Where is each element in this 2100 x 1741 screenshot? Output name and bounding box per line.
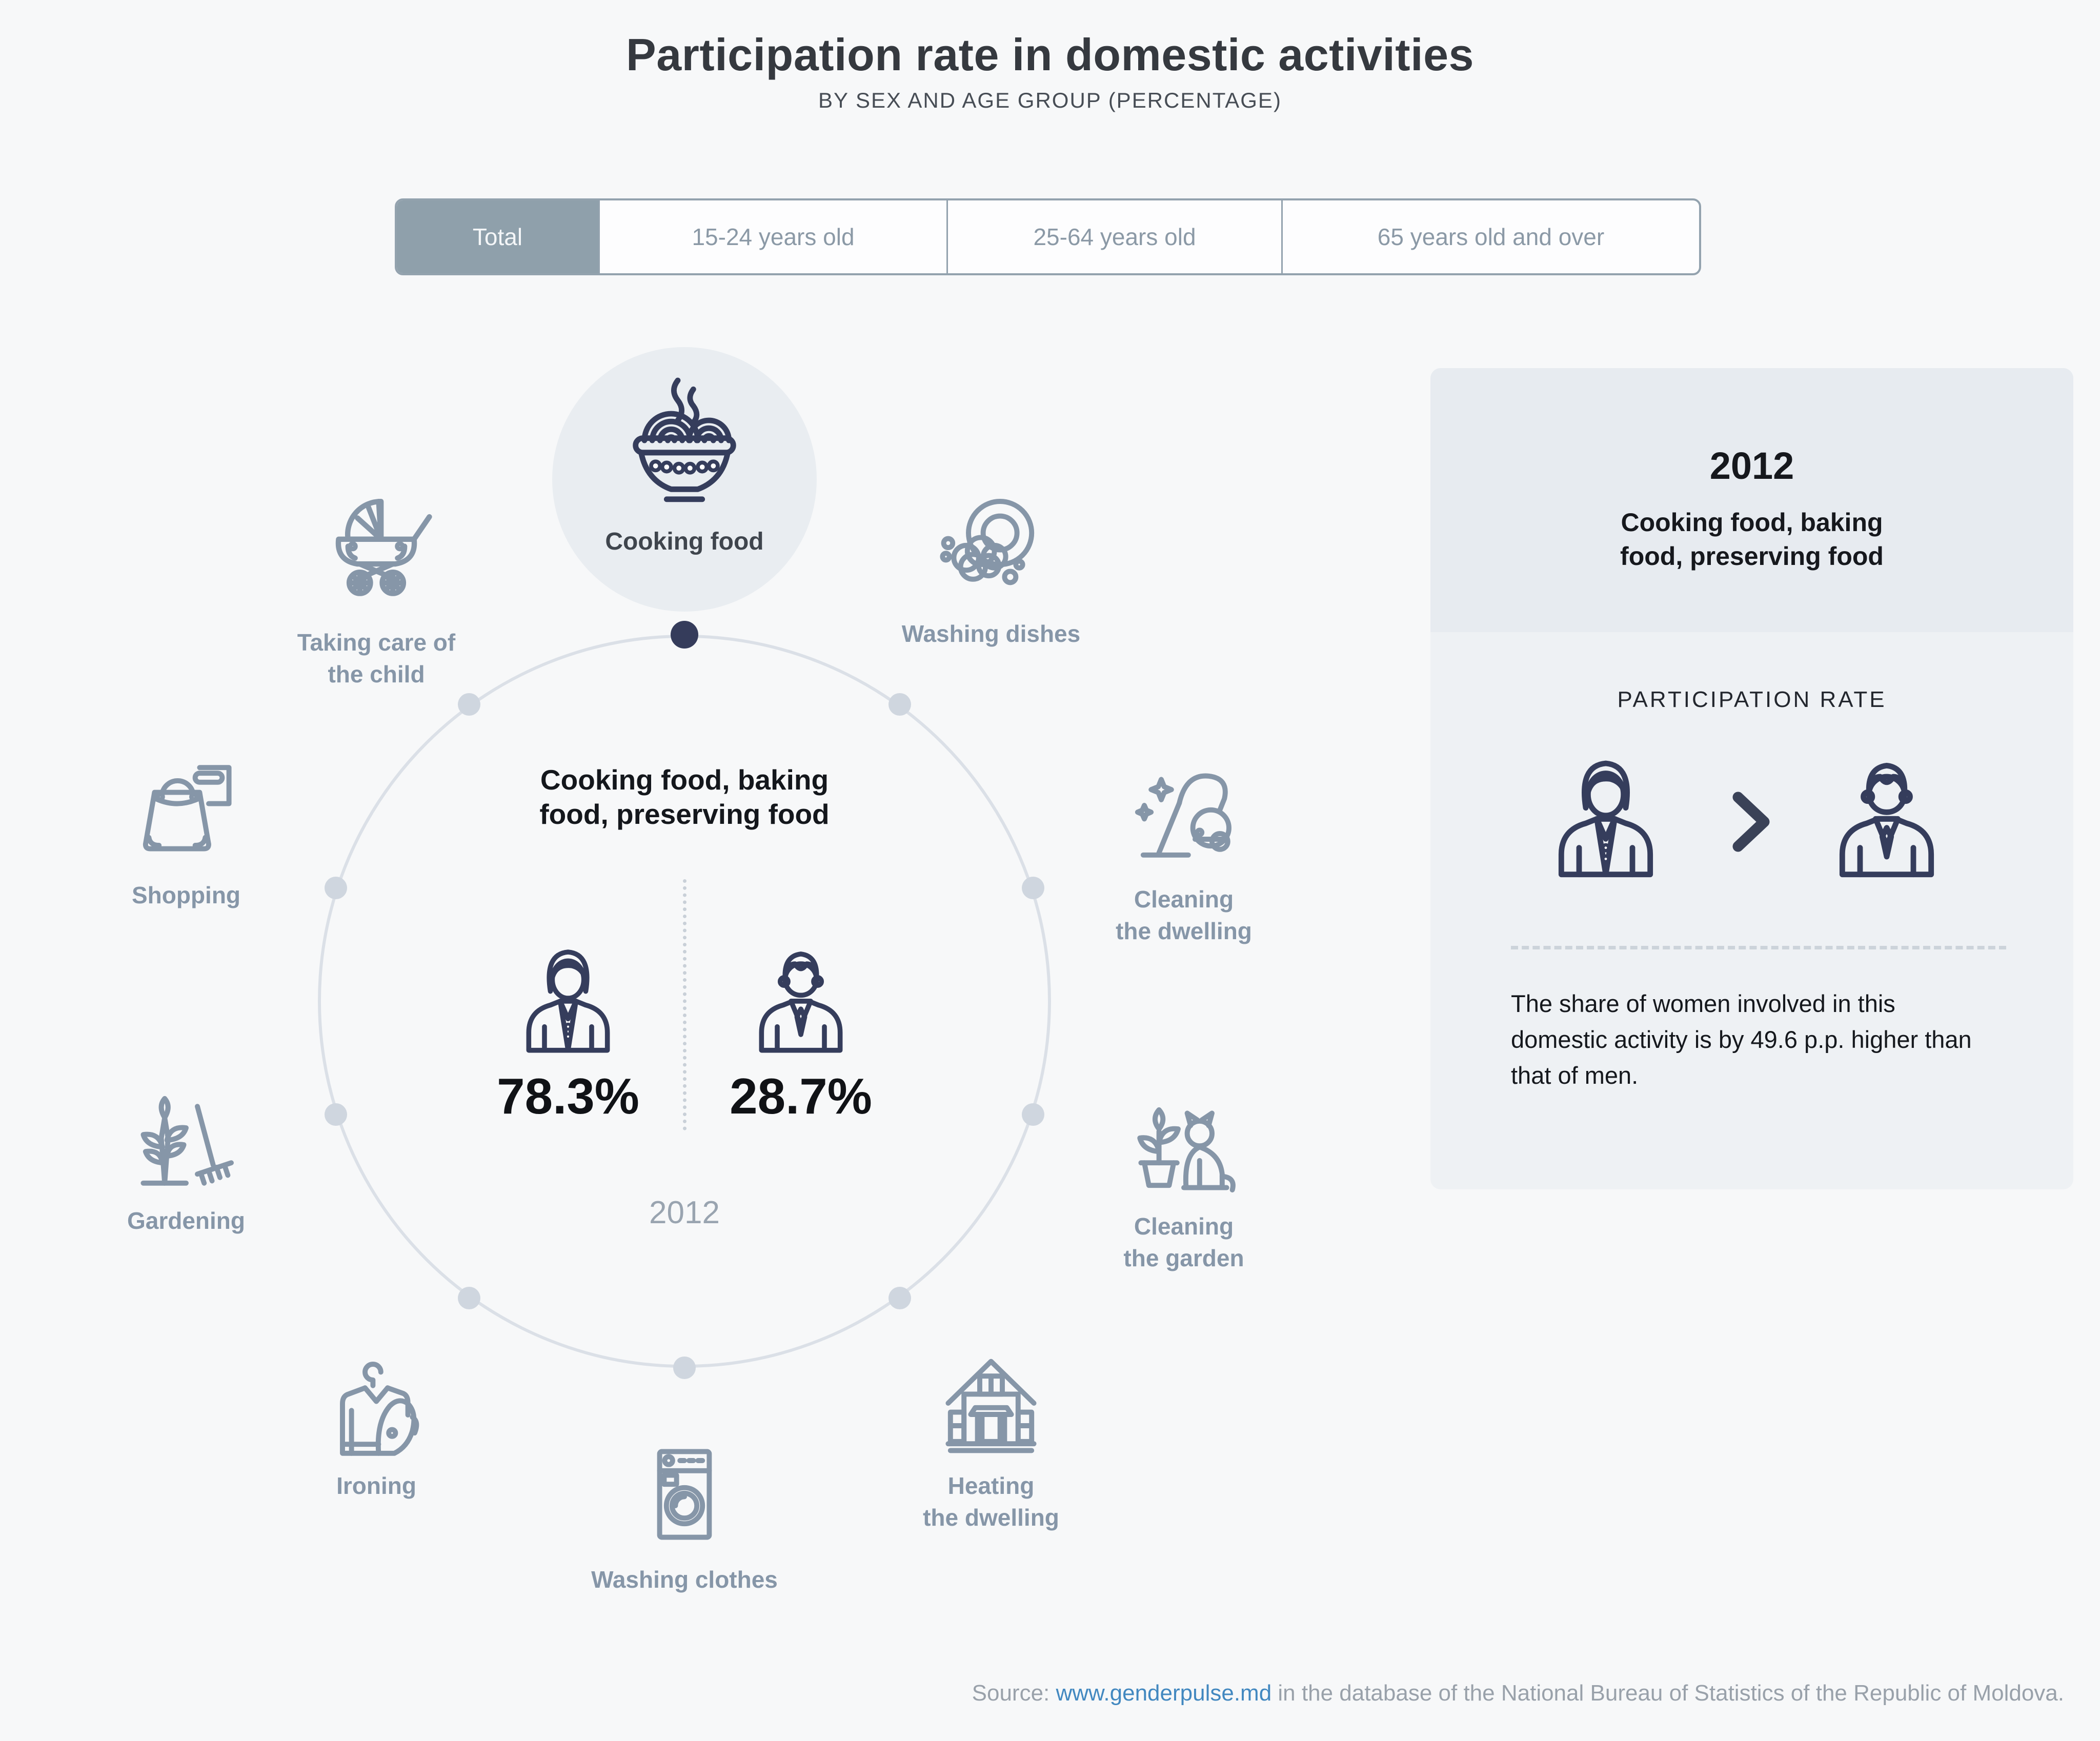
female-percentage: 78.3% <box>497 1068 639 1124</box>
panel-activity-title: Cooking food, baking food, preserving fo… <box>1620 508 1884 571</box>
woman-icon <box>1539 750 1672 883</box>
vacuum-icon <box>1135 773 1231 858</box>
wheel-node <box>889 1287 911 1309</box>
activity-label-cooking-food: Cooking food <box>605 528 764 555</box>
wheel-node <box>1022 877 1044 899</box>
wheel-node-cooking-active <box>671 621 698 649</box>
panel-year: 2012 <box>1709 444 1794 487</box>
man-icon <box>742 940 860 1058</box>
tab-65-over[interactable]: 65 years old and over <box>1281 200 1699 273</box>
activity-washing-clothes[interactable]: Washing clothes <box>541 1438 828 1607</box>
house-icon <box>945 1359 1037 1453</box>
page-title: Participation rate in domestic activitie… <box>626 29 1474 80</box>
panel-section-title: PARTICIPATION RATE <box>1617 687 1887 712</box>
source-link[interactable]: www.genderpulse.md <box>1056 1681 1272 1706</box>
activity-label: Heating the dwelling <box>923 1472 1059 1531</box>
info-panel: 2012 Cooking food, baking food, preservi… <box>1430 368 2073 1189</box>
activity-heating-dwelling[interactable]: Heating the dwelling <box>847 1347 1135 1567</box>
activity-taking-care-of-child[interactable]: Taking care of the child <box>233 485 520 721</box>
page-subtitle: BY SEX AND AGE GROUP (PERCENTAGE) <box>818 88 1282 112</box>
center-divider <box>683 879 686 1130</box>
activity-gardening[interactable]: Gardening <box>43 1088 330 1252</box>
tab-25-64[interactable]: 25-64 years old <box>946 200 1281 273</box>
activity-label: Ironing <box>336 1472 416 1499</box>
wheel-node <box>673 1357 696 1379</box>
wheel-node <box>1022 1103 1044 1126</box>
noodle-bowl-icon <box>633 377 736 502</box>
man-icon <box>1820 750 1953 883</box>
activity-label: Cleaning the garden <box>1123 1213 1244 1271</box>
activity-label: Shopping <box>131 882 241 908</box>
tab-15-24[interactable]: 15-24 years old <box>598 200 946 273</box>
washing-machine-icon <box>657 1449 712 1540</box>
iron-shirt-icon <box>340 1362 419 1456</box>
panel-note: The share of women involved in this dome… <box>1511 990 1972 1089</box>
activity-cleaning-garden[interactable]: Cleaning the garden <box>1040 1088 1327 1309</box>
activity-label: Taking care of the child <box>297 629 456 687</box>
plate-bubbles-icon <box>940 499 1035 585</box>
pram-icon <box>335 499 432 596</box>
wheel-node <box>325 877 347 899</box>
source-line: Source: www.genderpulse.md in the databa… <box>972 1681 2064 1706</box>
activity-cleaning-dwelling[interactable]: Cleaning the dwelling <box>1040 760 1327 981</box>
wheel-node <box>458 1287 480 1309</box>
selected-activity-title: Cooking food, baking food, preserving fo… <box>539 764 830 830</box>
wheel-year: 2012 <box>649 1195 720 1230</box>
activity-label: Cleaning the dwelling <box>1116 886 1252 944</box>
source-prefix: Source: <box>972 1681 1056 1706</box>
plant-cat-icon <box>1137 1107 1236 1192</box>
activity-ironing[interactable]: Ironing <box>233 1359 520 1512</box>
shopping-bag-icon <box>143 765 232 852</box>
activity-label: Washing dishes <box>901 620 1081 647</box>
age-group-tabbar: Total 15-24 years old 25-64 years old 65… <box>395 198 1701 275</box>
wheel-node <box>889 693 911 716</box>
activity-shopping[interactable]: Shopping <box>43 750 330 914</box>
dashed-divider <box>1511 946 2006 949</box>
activity-label: Washing clothes <box>591 1566 778 1593</box>
tab-total[interactable]: Total <box>397 200 598 273</box>
activity-label: Gardening <box>127 1207 246 1234</box>
woman-icon <box>509 940 627 1058</box>
source-suffix: in the database of the National Bureau o… <box>1271 1681 2064 1706</box>
male-percentage: 28.7% <box>730 1068 872 1124</box>
greater-than-icon <box>1724 783 1780 863</box>
wheel-node <box>458 693 480 716</box>
wheel-node <box>325 1103 347 1126</box>
info-panel-header <box>1430 368 2073 632</box>
plant-rake-icon <box>140 1096 234 1186</box>
activity-washing-dishes[interactable]: Washing dishes <box>847 490 1135 685</box>
activity-cooking-food-selected[interactable]: Cooking food <box>552 347 817 612</box>
